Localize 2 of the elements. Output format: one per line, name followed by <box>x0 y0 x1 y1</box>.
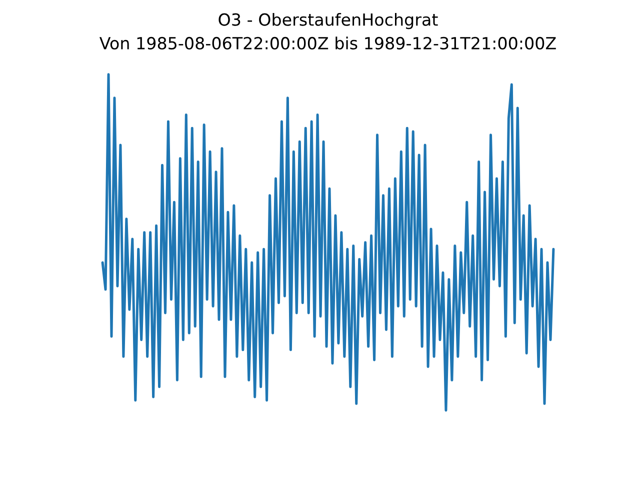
chart-title: O3 - OberstaufenHochgrat <box>218 12 438 30</box>
chart-subtitle: Von 1985-08-06T22:00:00Z bis 1989-12-31T21:00:00Z <box>99 36 556 50</box>
